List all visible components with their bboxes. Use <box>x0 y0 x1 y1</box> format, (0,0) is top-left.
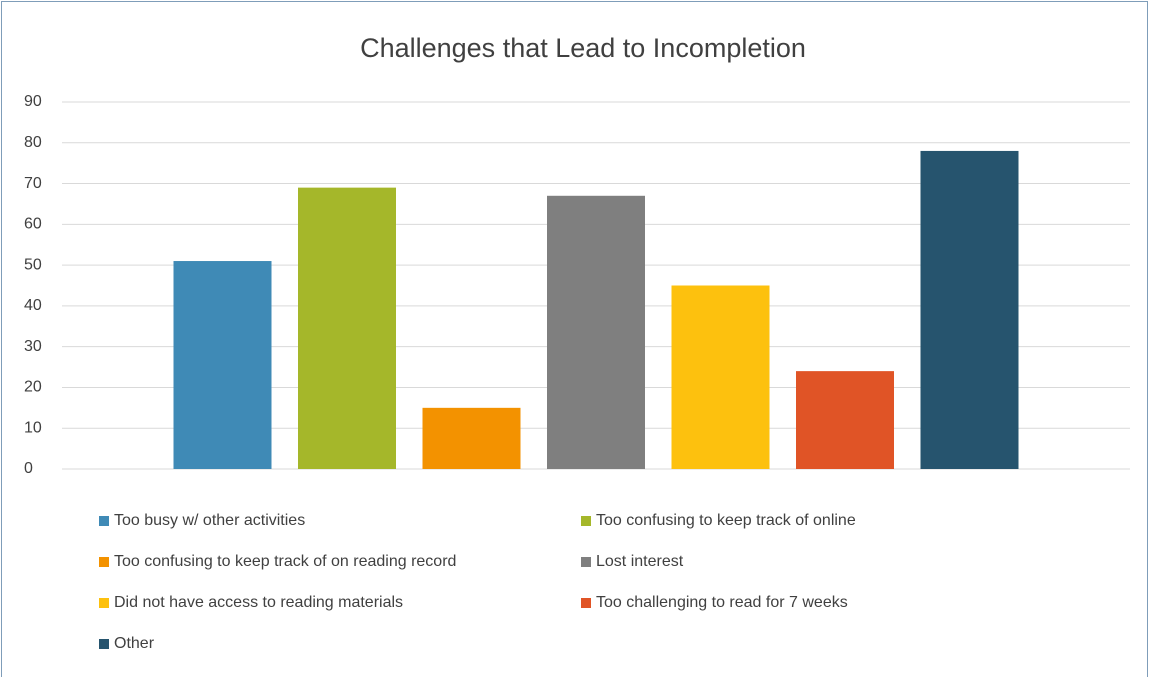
bar <box>422 407 521 469</box>
y-tick-label: 40 <box>24 297 42 314</box>
legend-swatch <box>581 516 591 526</box>
bar <box>920 150 1019 469</box>
legend-label: Too confusing to keep track of online <box>596 512 856 529</box>
legend-label: Other <box>114 635 155 652</box>
legend-label: Lost interest <box>596 553 684 570</box>
legend-swatch <box>581 557 591 567</box>
y-tick-label: 20 <box>24 379 42 396</box>
y-tick-label: 0 <box>24 460 33 477</box>
y-tick-label: 10 <box>24 419 42 436</box>
bar <box>796 371 894 469</box>
y-tick-label: 80 <box>24 134 42 151</box>
legend-swatch <box>99 516 109 526</box>
legend-swatch <box>99 639 109 649</box>
legend-label: Too confusing to keep track of on readin… <box>114 553 456 570</box>
legend-swatch <box>99 598 109 608</box>
y-tick-label: 30 <box>24 338 42 355</box>
bar <box>173 261 272 469</box>
chart-title: Challenges that Lead to Incompletion <box>360 33 806 63</box>
legend-label: Did not have access to reading materials <box>114 594 403 611</box>
bar <box>671 285 770 469</box>
bar <box>547 195 645 470</box>
y-tick-label: 60 <box>24 216 42 233</box>
legend-label: Too challenging to read for 7 weeks <box>596 594 848 611</box>
bar <box>298 187 396 469</box>
y-tick-label: 70 <box>24 175 42 192</box>
legend-label: Too busy w/ other activities <box>114 512 305 529</box>
y-tick-label: 90 <box>24 93 42 110</box>
y-tick-label: 50 <box>24 256 42 273</box>
legend-swatch <box>99 557 109 567</box>
legend-swatch <box>581 598 591 608</box>
